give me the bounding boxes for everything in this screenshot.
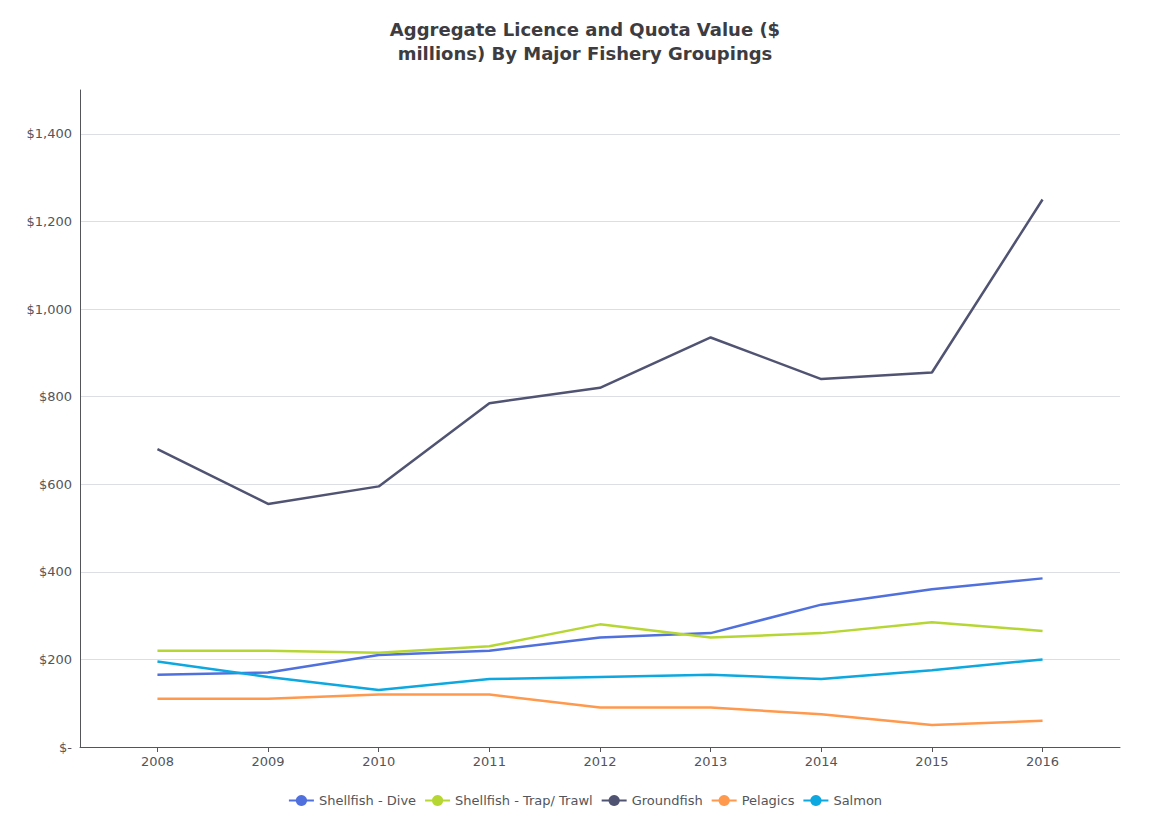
svg-text:Aggregate Licence and Quota Va: Aggregate Licence and Quota Value ($	[390, 19, 780, 40]
svg-text:$800: $800	[39, 389, 72, 404]
svg-text:$1,000: $1,000	[27, 302, 73, 317]
svg-text:$600: $600	[39, 477, 72, 492]
svg-text:2008: 2008	[141, 754, 174, 769]
svg-text:2013: 2013	[694, 754, 727, 769]
svg-text:$400: $400	[39, 564, 72, 579]
svg-text:2016: 2016	[1026, 754, 1059, 769]
svg-text:$1,400: $1,400	[27, 126, 73, 141]
svg-text:2015: 2015	[915, 754, 948, 769]
svg-text:2009: 2009	[252, 754, 285, 769]
svg-text:Shellfish - Dive: Shellfish - Dive	[319, 793, 416, 808]
svg-text:$1,200: $1,200	[27, 214, 73, 229]
svg-text:$200: $200	[39, 652, 72, 667]
svg-text:2012: 2012	[583, 754, 616, 769]
svg-text:2010: 2010	[362, 754, 395, 769]
svg-text:Groundfish: Groundfish	[632, 793, 703, 808]
svg-text:millions) By Major Fishery Gro: millions) By Major Fishery Groupings	[398, 43, 773, 64]
svg-text:2014: 2014	[805, 754, 838, 769]
svg-text:Shellfish - Trap/ Trawl: Shellfish - Trap/ Trawl	[455, 793, 593, 808]
svg-text:2011: 2011	[473, 754, 506, 769]
svg-text:$-: $-	[59, 740, 72, 755]
svg-text:Pelagics: Pelagics	[742, 793, 795, 808]
svg-text:Salmon: Salmon	[833, 793, 882, 808]
